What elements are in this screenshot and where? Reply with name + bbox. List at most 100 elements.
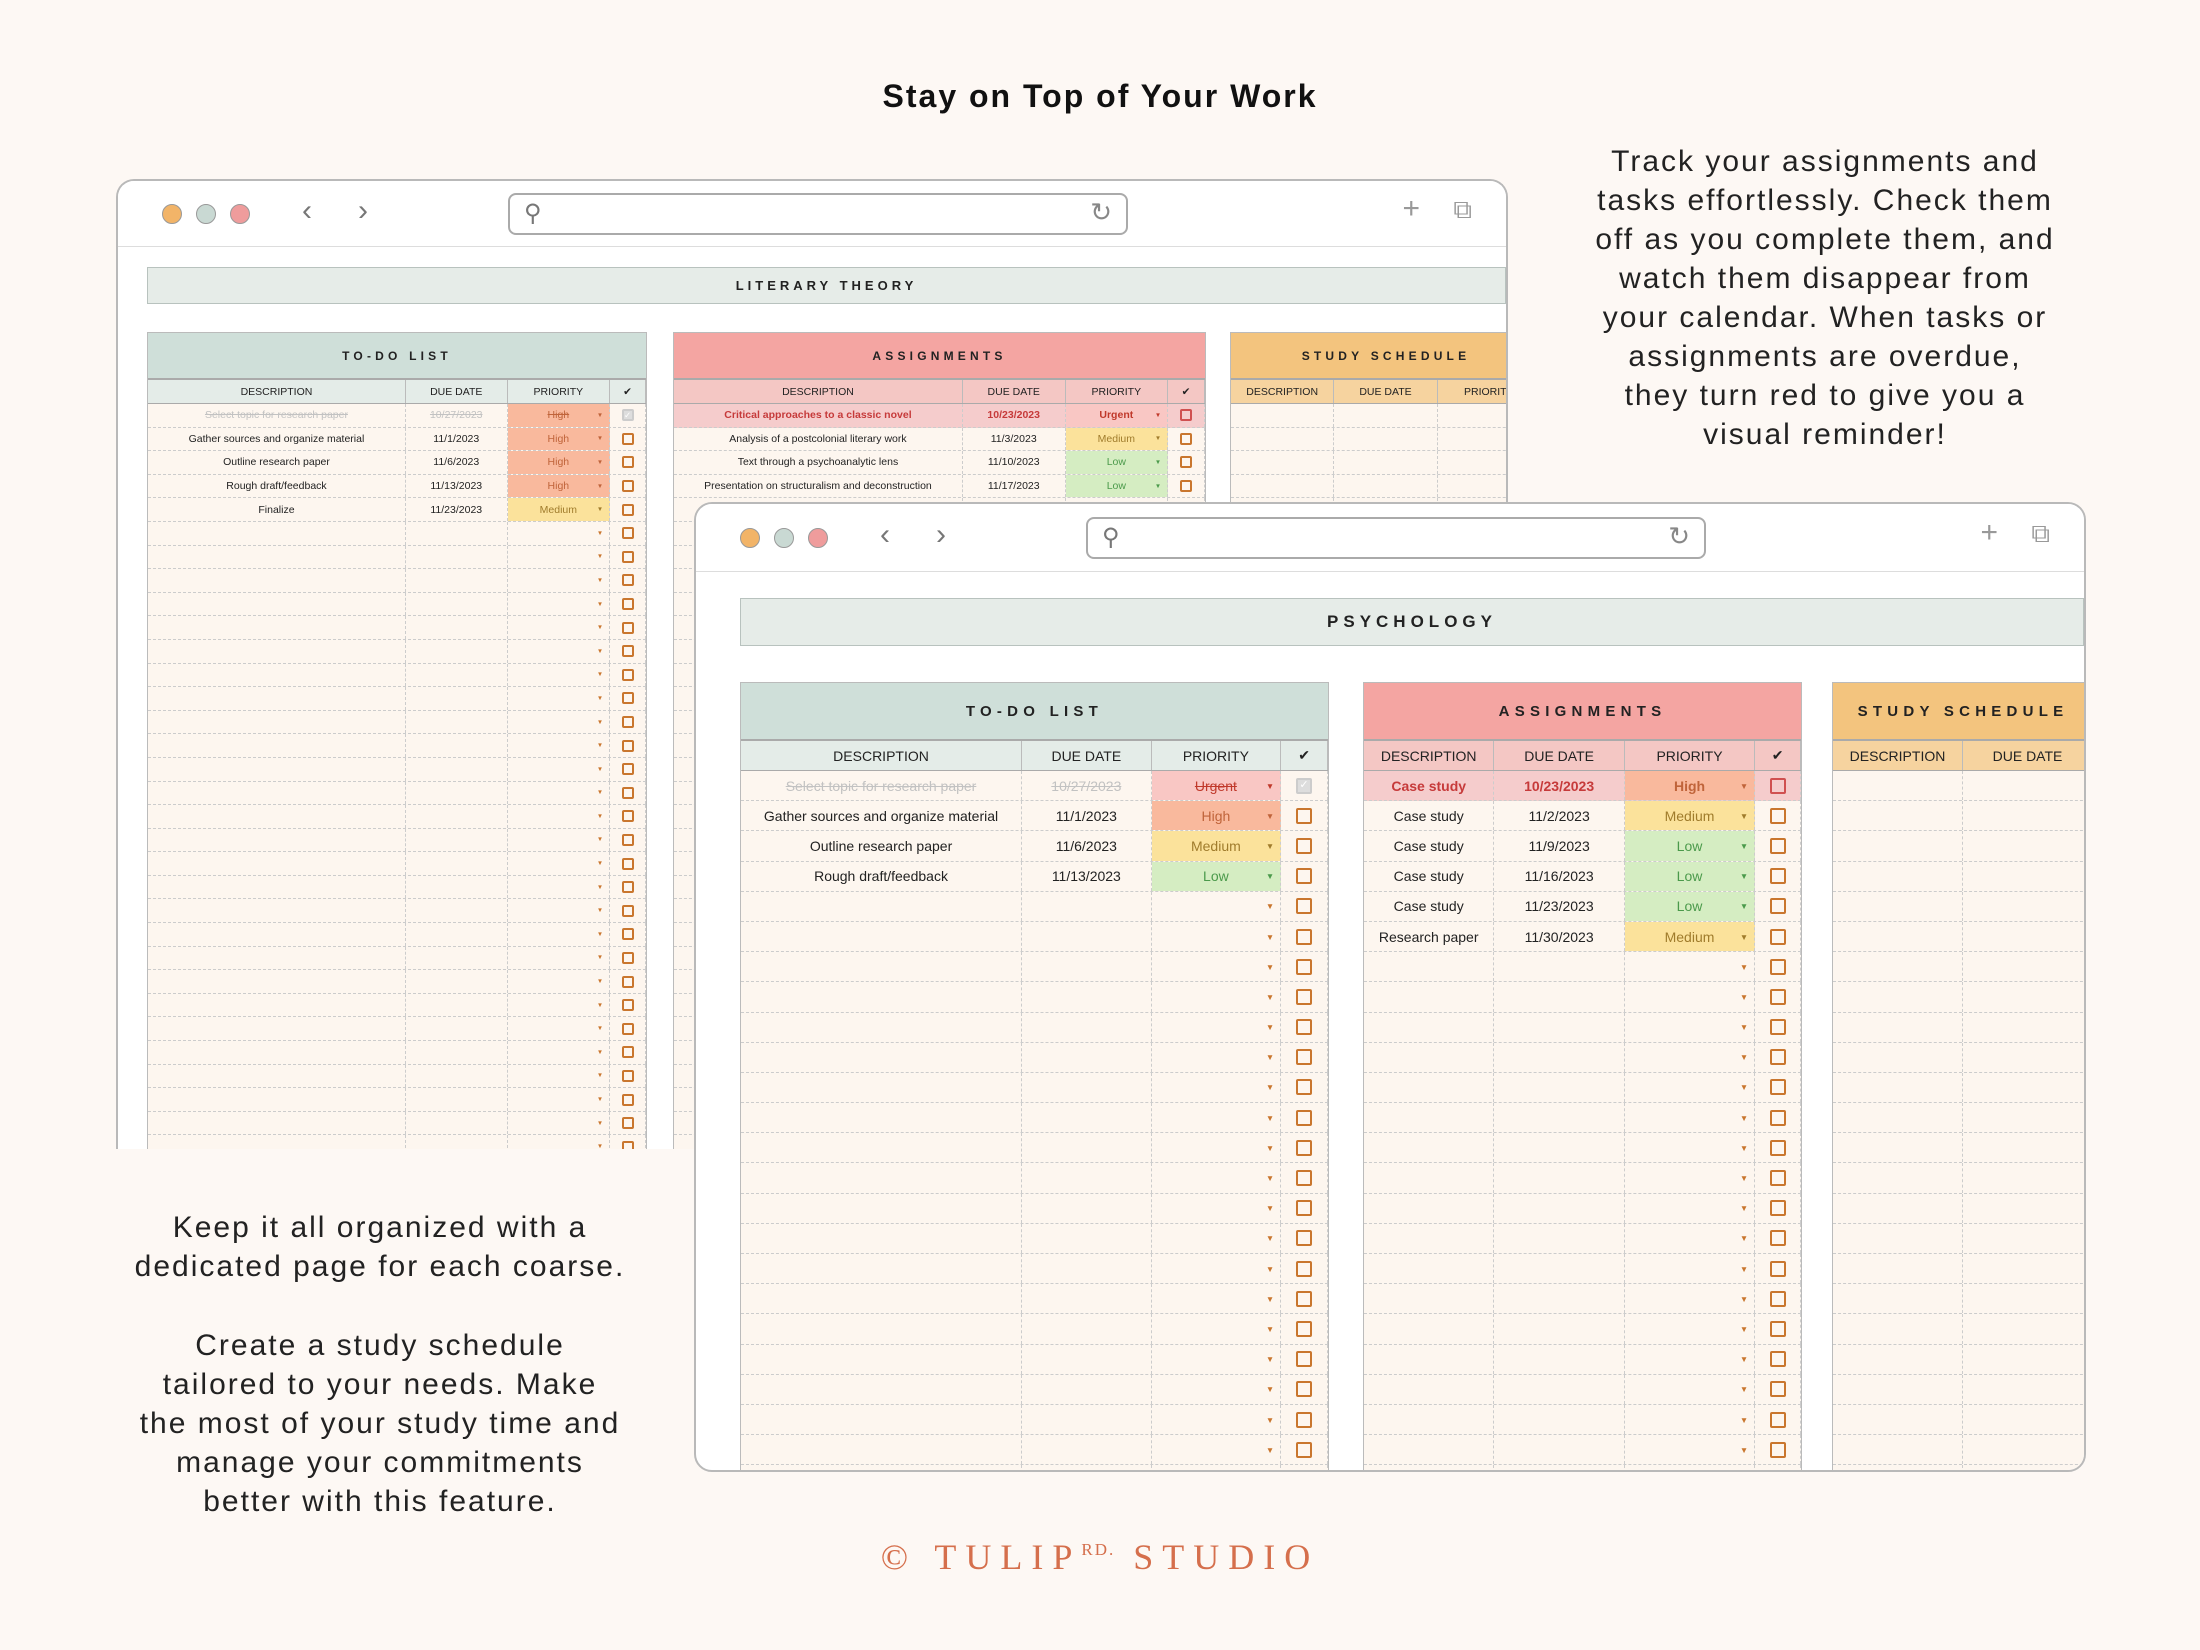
checkbox-cell[interactable]: [1281, 1435, 1328, 1465]
checkbox[interactable]: [1296, 1320, 1313, 1337]
dropdown-caret-icon[interactable]: ▼: [1265, 961, 1275, 972]
priority-cell[interactable]: ▼: [1625, 1193, 1756, 1223]
checkbox[interactable]: [1769, 1079, 1786, 1096]
window-dot-orange[interactable]: [162, 204, 182, 224]
checkbox-cell[interactable]: [1281, 891, 1328, 921]
dropdown-caret-icon[interactable]: ▼: [1265, 1082, 1275, 1093]
checkbox-cell[interactable]: [610, 1135, 646, 1149]
checkbox[interactable]: [621, 1140, 634, 1149]
checkbox-cell[interactable]: [610, 805, 646, 828]
checkbox-cell[interactable]: [1755, 771, 1801, 801]
dropdown-caret-icon[interactable]: ▼: [596, 860, 604, 868]
checkbox-cell[interactable]: [610, 1111, 646, 1135]
dropdown-caret-icon[interactable]: ▼: [1739, 1323, 1749, 1334]
checkbox[interactable]: [1296, 1049, 1313, 1066]
window-dot-orange[interactable]: [740, 528, 760, 548]
reload-icon[interactable]: ↻: [1668, 521, 1690, 551]
dropdown-caret-icon[interactable]: ▼: [1265, 1293, 1275, 1304]
checkbox-cell[interactable]: [1281, 1374, 1328, 1404]
checkbox-cell[interactable]: [610, 592, 646, 616]
checkbox[interactable]: [621, 645, 634, 658]
priority-cell[interactable]: Medium ▼: [1065, 427, 1169, 451]
priority-cell[interactable]: ▼: [1625, 1012, 1756, 1042]
dropdown-caret-icon[interactable]: ▼: [596, 506, 604, 514]
priority-cell[interactable]: Medium ▼: [1624, 921, 1756, 952]
dropdown-caret-icon[interactable]: ▼: [1739, 1444, 1749, 1455]
checkbox[interactable]: [1769, 898, 1786, 915]
dropdown-caret-icon[interactable]: ▼: [1739, 1414, 1749, 1425]
priority-cell[interactable]: ▼: [1152, 891, 1282, 921]
checkbox[interactable]: [1296, 868, 1313, 885]
checkbox-cell[interactable]: [1281, 1163, 1328, 1193]
priority-cell[interactable]: ▼: [508, 734, 611, 757]
back-arrow-icon[interactable]: ‹: [880, 518, 890, 551]
window-dot-gray[interactable]: [774, 528, 794, 548]
checkbox[interactable]: [1296, 988, 1313, 1005]
priority-cell[interactable]: ▼: [1152, 921, 1282, 952]
dropdown-caret-icon[interactable]: ▼: [596, 765, 604, 773]
checkbox-cell[interactable]: [610, 852, 646, 875]
priority-cell[interactable]: ▼: [1625, 952, 1756, 982]
priority-cell[interactable]: Low ▼: [1065, 474, 1169, 498]
dropdown-caret-icon[interactable]: ▼: [596, 600, 604, 608]
dropdown-caret-icon[interactable]: ▼: [596, 742, 604, 750]
dropdown-caret-icon[interactable]: ▼: [596, 553, 604, 561]
dropdown-caret-icon[interactable]: ▼: [596, 1072, 604, 1080]
priority-cell[interactable]: ▼: [508, 993, 611, 1017]
priority-cell[interactable]: [1438, 404, 1506, 427]
dropdown-caret-icon[interactable]: ▼: [1265, 1323, 1275, 1334]
checkbox[interactable]: [1769, 1260, 1786, 1277]
dropdown-caret-icon[interactable]: ▼: [596, 1048, 604, 1056]
checkbox[interactable]: [621, 550, 634, 563]
back-arrow-icon[interactable]: ‹: [302, 194, 312, 227]
checkbox[interactable]: [1769, 868, 1786, 885]
window-copy-icon[interactable]: ⧉: [1453, 194, 1472, 224]
dropdown-caret-icon[interactable]: ▼: [596, 954, 604, 962]
checkbox-cell[interactable]: [1755, 1314, 1801, 1344]
priority-cell[interactable]: ▼: [1625, 1072, 1756, 1103]
priority-cell[interactable]: Urgent ▼: [1065, 404, 1169, 427]
priority-cell[interactable]: ▼: [1625, 1254, 1756, 1284]
checkbox[interactable]: [621, 621, 634, 634]
checkbox[interactable]: [1769, 988, 1786, 1005]
checkbox[interactable]: [1769, 1019, 1786, 1036]
priority-cell[interactable]: Medium ▼: [1151, 831, 1282, 861]
checkbox-cell[interactable]: [1281, 1344, 1328, 1374]
dropdown-caret-icon[interactable]: ▼: [1739, 1142, 1749, 1153]
priority-cell[interactable]: ▼: [1152, 1193, 1282, 1223]
checkbox[interactable]: [621, 527, 634, 540]
checkbox-cell[interactable]: [610, 474, 646, 498]
priority-cell[interactable]: ▼: [1152, 1223, 1282, 1253]
priority-cell[interactable]: ▼: [508, 923, 611, 946]
priority-cell[interactable]: ▼: [1625, 1284, 1756, 1314]
checkbox-cell[interactable]: [610, 663, 646, 687]
priority-cell[interactable]: ▼: [508, 545, 611, 569]
dropdown-caret-icon[interactable]: ▼: [1739, 1293, 1749, 1304]
dropdown-caret-icon[interactable]: ▼: [1265, 1384, 1275, 1395]
dropdown-caret-icon[interactable]: ▼: [596, 1096, 604, 1104]
checkbox-cell[interactable]: [1281, 831, 1328, 861]
priority-cell[interactable]: ▼: [508, 1088, 611, 1111]
checkbox[interactable]: [621, 928, 634, 941]
priority-cell[interactable]: ▼: [1152, 1072, 1282, 1103]
checkbox-cell[interactable]: [610, 781, 646, 805]
checkbox-cell[interactable]: [1281, 801, 1328, 831]
checkbox-cell[interactable]: [610, 521, 646, 545]
checkbox[interactable]: [621, 716, 634, 729]
dropdown-caret-icon[interactable]: ▼: [596, 883, 604, 891]
priority-cell[interactable]: ▼: [1625, 1435, 1756, 1465]
priority-cell[interactable]: ▼: [508, 781, 611, 805]
checkbox[interactable]: [1296, 958, 1313, 975]
checkbox[interactable]: [621, 833, 634, 846]
checkbox-cell[interactable]: [1755, 1012, 1801, 1042]
window-dot-gray[interactable]: [196, 204, 216, 224]
checkbox-cell[interactable]: [1755, 1042, 1801, 1072]
priority-cell[interactable]: Medium ▼: [507, 498, 611, 521]
checkbox-cell[interactable]: [1281, 1223, 1328, 1253]
dropdown-caret-icon[interactable]: ▼: [1739, 780, 1749, 791]
priority-cell[interactable]: ▼: [508, 828, 611, 852]
priority-cell[interactable]: [1438, 475, 1506, 498]
checkbox[interactable]: [1769, 1200, 1786, 1217]
dropdown-caret-icon[interactable]: ▼: [596, 930, 604, 938]
checkbox-cell[interactable]: [1755, 1103, 1801, 1133]
